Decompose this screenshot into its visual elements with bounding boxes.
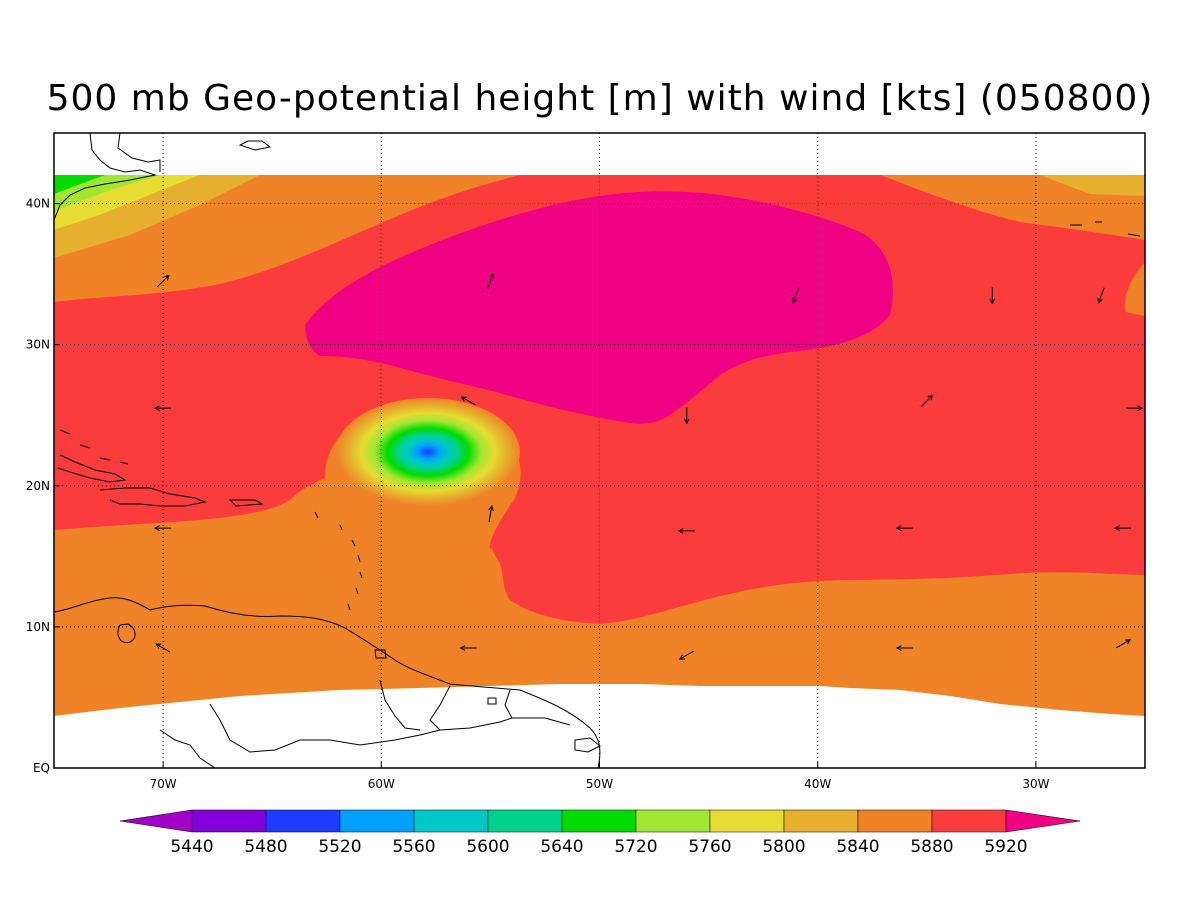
- coastline-east-1: [1070, 221, 1141, 237]
- lon-tick-label: 30W: [1022, 777, 1049, 791]
- lat-tick-label: EQ: [33, 761, 50, 775]
- wind-vector: [155, 643, 171, 653]
- wind-vector: [895, 525, 913, 531]
- border-brazil-north: [209, 703, 571, 753]
- border-venezuela-guyana: [379, 679, 421, 731]
- lon-tick-label: 70W: [150, 777, 177, 791]
- border-guyana-suriname: [429, 685, 451, 731]
- colorbar-level-label: 5760: [688, 837, 731, 857]
- colorbar-box: [635, 809, 711, 833]
- lat-tick-label: 20N: [26, 479, 50, 493]
- colorbar-level-label: 5520: [318, 837, 361, 857]
- wind-vector: [460, 396, 476, 406]
- lat-tick-label: 40N: [26, 197, 50, 211]
- colorbar: [119, 809, 1081, 833]
- height-band-5840-ne: [1040, 175, 1145, 196]
- wind-vector: [683, 407, 690, 425]
- colorbar-labels: 5440 5480 5520 5560 5600 5640 5720 5760 5800 5840…: [170, 837, 1027, 857]
- colorbar-low-extension: [119, 809, 193, 833]
- wind-vector: [1114, 525, 1132, 531]
- coastline-nova-scotia: [238, 140, 272, 151]
- colorbar-level-label: 5800: [762, 837, 805, 857]
- wind-vector: [677, 528, 695, 534]
- height-band-5920-high: [305, 191, 893, 424]
- wind-vector: [678, 650, 694, 660]
- coastline-south-america: [54, 597, 601, 768]
- coastline-islet-1: [487, 697, 497, 705]
- coastline-cuba: [57, 454, 127, 483]
- coastline-puerto-rico: [228, 499, 264, 507]
- colorbar-box: [783, 809, 859, 833]
- colorbar-box: [709, 809, 785, 833]
- wind-vector: [488, 505, 494, 522]
- wind-vector: [1126, 405, 1144, 412]
- coastlines: [54, 133, 1141, 768]
- wind-vector: [1097, 287, 1105, 304]
- colorbar-level-label: 5600: [466, 837, 509, 857]
- colorbar-level-label: 5720: [614, 837, 657, 857]
- colorbar-box: [191, 809, 267, 833]
- colorbar-box: [487, 809, 563, 833]
- lat-tick-label: 30N: [26, 338, 50, 352]
- coastline-lake-maracaibo: [117, 623, 136, 644]
- lat-tick-label: 10N: [26, 620, 50, 634]
- wind-vector: [920, 394, 934, 408]
- wind-vector: [487, 272, 495, 289]
- wind-vector: [154, 525, 172, 531]
- coastline-north-america: [54, 133, 157, 221]
- wind-vector: [154, 405, 172, 412]
- colorbar-box: [931, 809, 1007, 833]
- colorbar-box: [857, 809, 933, 833]
- height-shading: [54, 133, 1145, 768]
- wind-vector: [459, 645, 477, 651]
- colorbar-level-label: 5480: [244, 837, 287, 857]
- height-band-5760: [54, 175, 160, 212]
- colorbar-level-label: 5560: [392, 837, 435, 857]
- colorbar-level-label: 5840: [836, 837, 879, 857]
- colorbar-level-label: 5880: [910, 837, 953, 857]
- border-venezuela-colombia: [159, 729, 216, 768]
- colorbar-box: [339, 809, 415, 833]
- colorbar-level-label: 5640: [540, 837, 583, 857]
- wind-vector: [895, 645, 913, 651]
- cutoff-low: [336, 398, 520, 506]
- wind-vector: [791, 287, 800, 304]
- wind-vectors: [154, 272, 1144, 660]
- height-band-5840-n: [54, 175, 260, 258]
- coastline-lesser-antilles: [314, 511, 363, 611]
- border-suriname-guiana: [504, 689, 513, 719]
- lon-tick-label: 60W: [368, 777, 395, 791]
- colorbar-box: [265, 809, 341, 833]
- longitude-labels: 70W 60W 50W 40W 30W: [150, 777, 1050, 791]
- axis-ticks: [54, 203, 1037, 769]
- height-band-5720: [54, 175, 105, 194]
- map-title: 500 mb Geo-potential height [m] with win…: [46, 78, 1154, 119]
- wind-vector: [989, 287, 996, 305]
- lon-tick-label: 50W: [586, 777, 613, 791]
- wind-vector: [157, 274, 170, 288]
- coastline-marajo: [574, 737, 601, 753]
- wind-vector: [1116, 639, 1132, 649]
- map-plot-area: [54, 133, 1145, 768]
- coastline-hispaniola: [99, 487, 207, 507]
- colorbar-high-extension: [1005, 809, 1081, 833]
- colorbar-level-label: 5920: [984, 837, 1027, 857]
- coastline-new-england: [117, 133, 161, 172]
- colorbar-box: [561, 809, 637, 833]
- colorbar-box: [413, 809, 489, 833]
- coastline-bahamas: [59, 429, 129, 465]
- colorbar-level-label: 5440: [170, 837, 213, 857]
- lon-tick-label: 40W: [804, 777, 831, 791]
- latitude-labels: EQ 10N 20N 30N 40N: [26, 197, 50, 775]
